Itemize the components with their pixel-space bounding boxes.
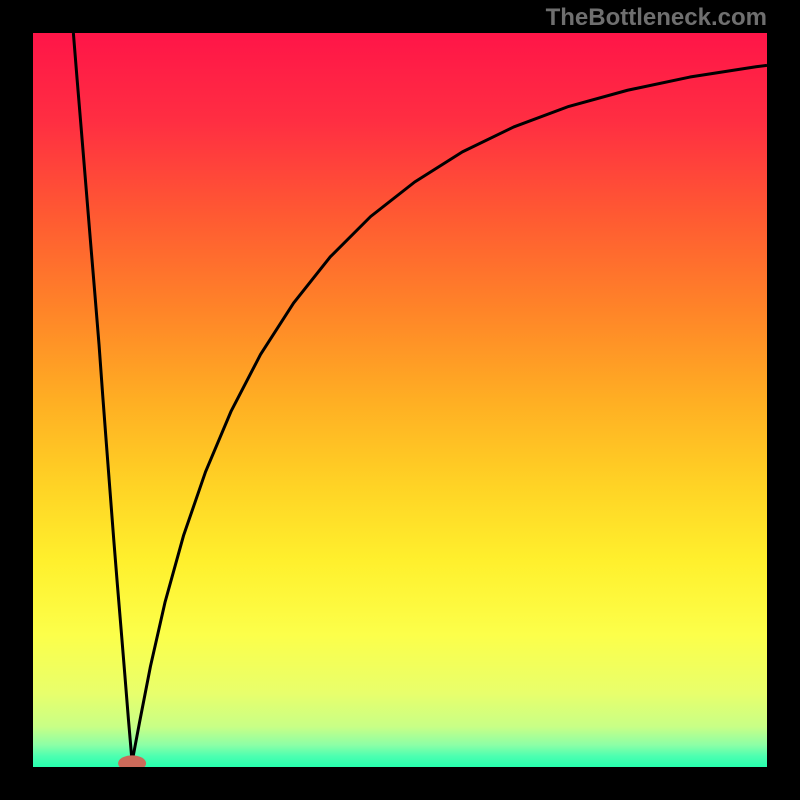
plot-area bbox=[33, 33, 767, 767]
watermark-text: TheBottleneck.com bbox=[546, 4, 767, 32]
chart-svg bbox=[33, 33, 767, 767]
chart-root: TheBottleneck.com bbox=[0, 0, 800, 800]
gradient-background bbox=[33, 33, 767, 767]
